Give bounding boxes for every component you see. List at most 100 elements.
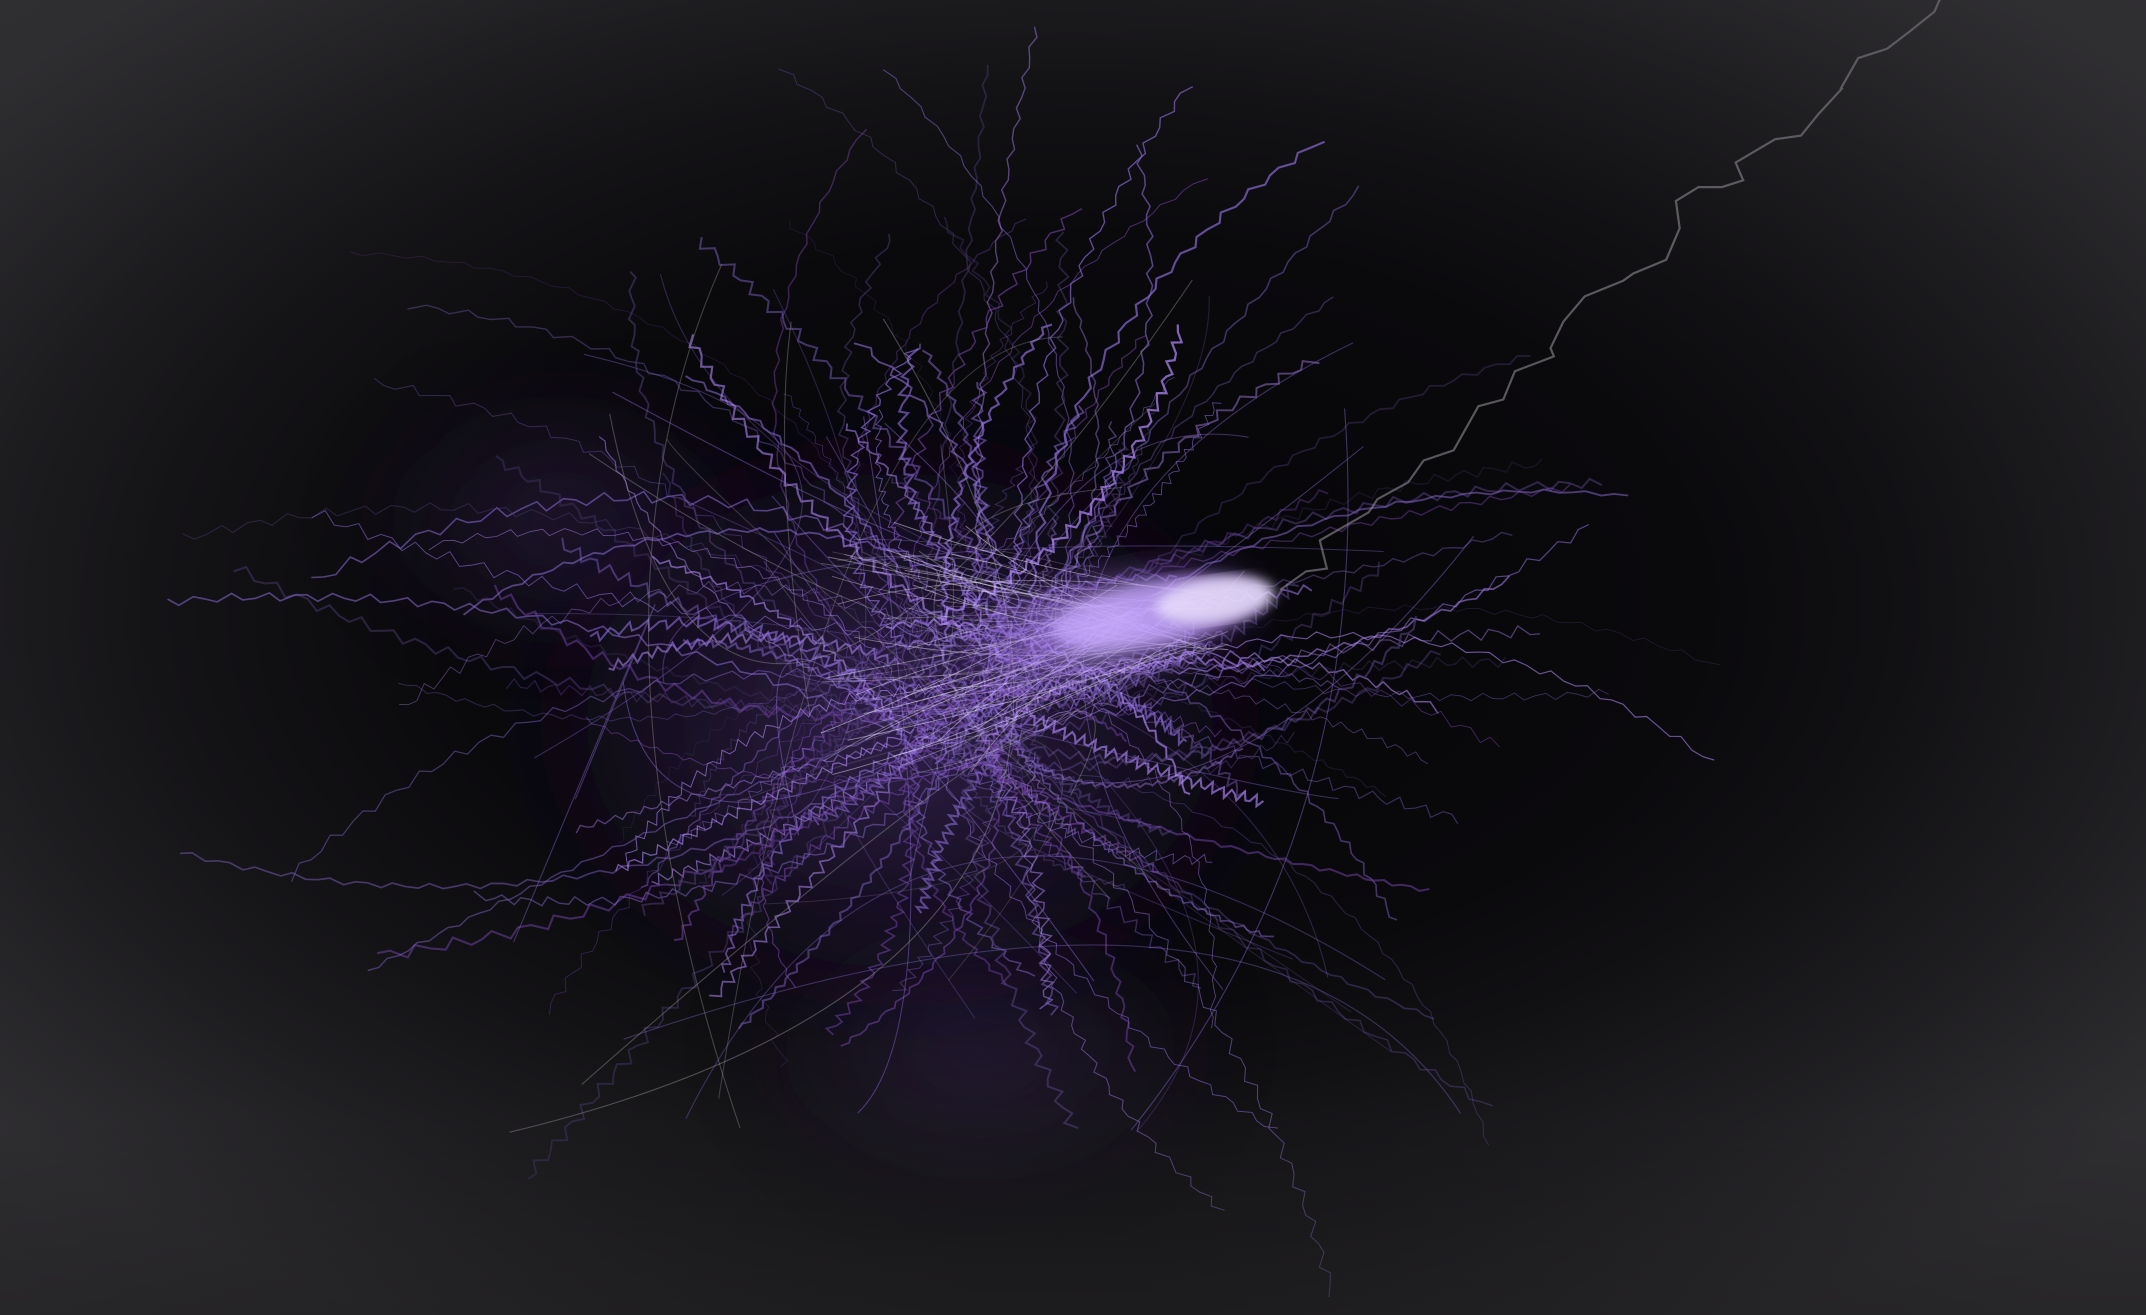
particle-trail (916, 715, 1279, 1129)
particle-trail (575, 735, 928, 834)
arc-trail (776, 658, 1095, 982)
particle-trail (961, 764, 1126, 890)
arc-trail (783, 321, 811, 716)
particle-trail (608, 630, 900, 672)
arc-trail (908, 433, 1249, 881)
particle-trail (180, 768, 883, 890)
arc-trail (685, 855, 1386, 1120)
particle-trail (233, 565, 900, 718)
arc-trail (738, 734, 1064, 981)
particle-trail (963, 682, 1435, 1020)
particle-trail (311, 509, 1016, 641)
arc-trail (833, 775, 1078, 1019)
particle-trail (690, 664, 894, 817)
arc-trail (773, 532, 1475, 784)
particle-trail (937, 324, 1184, 621)
particle-trail (618, 636, 960, 844)
particle-trail (914, 723, 1023, 914)
particle-trail (397, 627, 937, 723)
arc-trail (933, 486, 1123, 900)
particle-trail (373, 377, 915, 763)
particle-trail (625, 683, 945, 868)
particle-trail (627, 270, 910, 688)
particle-trail (1021, 751, 1225, 1211)
particle-trail (182, 502, 902, 643)
particle-trail (640, 634, 901, 889)
arc-trail (1085, 830, 1392, 1053)
particle-trail (995, 759, 1331, 1298)
particle-trail (778, 68, 1037, 623)
particle-trail (505, 677, 920, 727)
particle-trail (495, 455, 884, 750)
arc-trail (623, 944, 1462, 1114)
arc-trail (905, 455, 1189, 773)
particle-trail (762, 697, 910, 886)
particle-trail (941, 642, 1060, 1016)
particle-trail (881, 696, 1201, 989)
particle-trail (641, 610, 918, 917)
particle-trail (1033, 766, 1274, 938)
particle-trail (709, 700, 961, 998)
arc-trail (782, 295, 1210, 881)
particle-trail (824, 756, 917, 1036)
particle-trail (913, 710, 1295, 790)
particle-trail (840, 728, 1004, 1047)
arc-trail (1130, 408, 1349, 1131)
particle-trail (367, 689, 996, 972)
purple-haze (340, 370, 1320, 1210)
particle-trail (789, 220, 966, 700)
particle-trail (940, 323, 1053, 643)
arc-trail (609, 279, 1193, 665)
particle-trail (738, 740, 963, 1030)
particle-trail (290, 667, 1015, 882)
particle-trail (527, 762, 883, 1180)
arc-trail (513, 604, 656, 943)
particle-trail (909, 678, 1036, 977)
particle-trail (684, 375, 968, 735)
particle-trail (963, 561, 1381, 748)
particle-trail (906, 666, 1008, 986)
particle-trail (453, 586, 962, 728)
particle-trail (971, 624, 1540, 757)
arc-trail (771, 436, 923, 637)
particle-trail (920, 649, 1441, 774)
arc-trail (666, 439, 1173, 898)
particle-trail (1004, 655, 1507, 724)
particle-trail (918, 688, 1128, 743)
particle-trail (399, 580, 948, 706)
particle-trail (407, 304, 927, 700)
particle-trail (589, 614, 891, 722)
arc-trail (509, 318, 1015, 1133)
arc-trail (718, 336, 1063, 1099)
arc-trail (534, 613, 1329, 978)
particle-trail (934, 720, 1213, 866)
particle-trail (1029, 714, 1265, 809)
particle-trail (973, 26, 1038, 642)
particle-trail (913, 524, 1589, 731)
particle-trail (720, 733, 946, 973)
arc-trail (785, 672, 1339, 800)
particle-trail (707, 721, 967, 879)
particle-trail (428, 528, 929, 732)
particle-trail (549, 611, 966, 1015)
zigzag-trail (1279, 0, 1941, 591)
particle-trail (1022, 616, 1418, 766)
particle-trail (850, 218, 1027, 650)
particle-trail (651, 555, 903, 733)
arc-trail (648, 263, 741, 1129)
arc-trail (721, 288, 867, 896)
arc-trail (964, 796, 1293, 960)
particle-trail (688, 334, 1013, 663)
particle-trail (758, 675, 882, 988)
particle-trail (884, 377, 1175, 624)
arc-trail (857, 416, 912, 1114)
particle-trail (900, 742, 1430, 892)
arc-trail (534, 353, 803, 759)
particle-trail (874, 409, 998, 644)
arc-trail (678, 497, 1015, 791)
particle-trail (771, 128, 913, 714)
arc-trail (763, 444, 954, 710)
particle-trail (350, 251, 903, 623)
particle-trail (842, 343, 921, 648)
